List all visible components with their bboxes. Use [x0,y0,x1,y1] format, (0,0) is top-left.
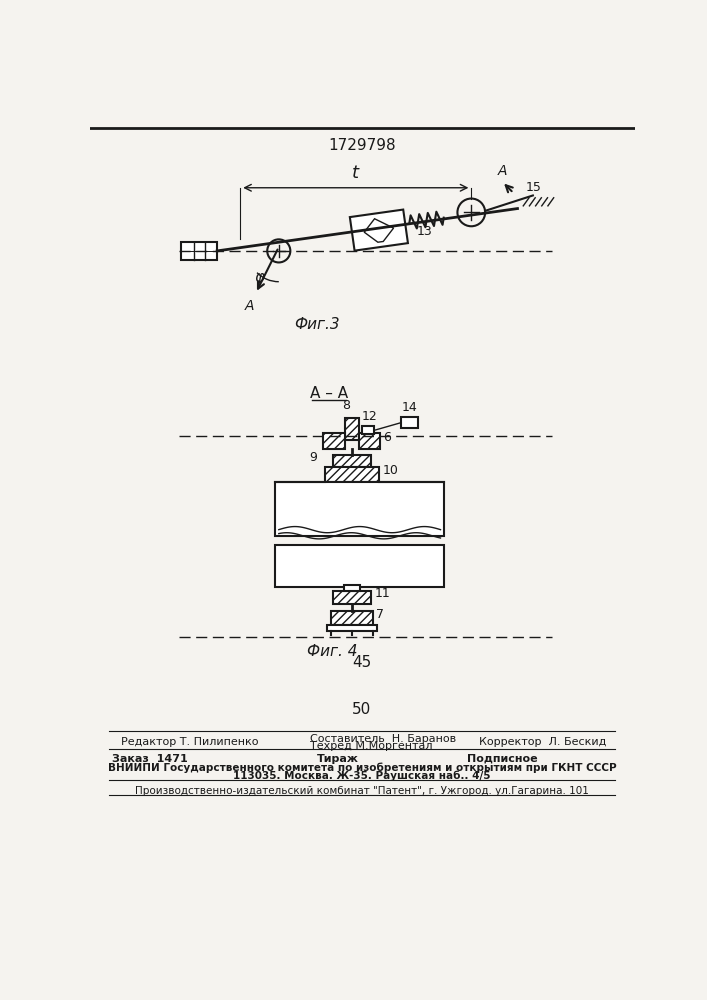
Bar [345,418,359,440]
Text: 9: 9 [310,451,317,464]
Bar [324,433,345,449]
Text: 12: 12 [362,410,378,423]
Text: 15: 15 [525,181,541,194]
Text: Составитель  Н. Баранов: Составитель Н. Баранов [310,734,456,744]
Text: 11: 11 [375,587,391,600]
Text: Фиг.3: Фиг.3 [295,317,340,332]
Text: Редактор Т. Пилипенко: Редактор Т. Пилипенко [121,737,259,747]
Text: 8: 8 [341,399,350,412]
Bar [331,611,373,625]
Text: А – А: А – А [310,386,348,401]
Bar [359,433,380,449]
Text: 6: 6 [383,431,392,444]
Bar [344,585,360,591]
Bar [325,466,379,482]
Bar [275,482,444,536]
Text: Фиг. 4: Фиг. 4 [308,644,358,659]
Text: 50: 50 [352,702,372,717]
Text: t: t [352,164,359,182]
Text: Производственно-издательский комбинат "Патент", г. Ужгород. ул.Гагарина. 101: Производственно-издательский комбинат "П… [135,786,589,796]
Text: Подписное: Подписное [467,754,538,764]
Text: 14: 14 [402,401,417,414]
Text: ВНИИПИ Государственного комитета по изобретениям и открытиям при ГКНТ СССР: ВНИИПИ Государственного комитета по изоб… [107,763,617,773]
Polygon shape [364,219,394,242]
Bar [327,625,377,631]
Bar [402,417,418,428]
Bar [362,426,374,434]
Text: 7: 7 [376,608,384,621]
Text: Заказ  1471: Заказ 1471 [112,754,187,764]
Bar [333,591,371,604]
Text: Тираж: Тираж [317,754,359,764]
Text: 13: 13 [417,225,433,238]
Text: 10: 10 [382,464,399,477]
Text: 45: 45 [352,655,372,670]
Text: Техред М.Моргентал: Техред М.Моргентал [310,741,432,751]
Bar [275,545,444,587]
Text: Корректор  Л. Бескид: Корректор Л. Бескид [479,737,607,747]
Text: φ: φ [255,270,264,285]
Polygon shape [350,210,408,251]
Bar [181,242,217,260]
Bar [333,455,371,466]
Text: A: A [498,164,508,178]
Text: 1729798: 1729798 [328,138,396,153]
Text: A: A [245,299,255,313]
Text: 113035. Москва. Ж-35. Раушская наб.. 4/5: 113035. Москва. Ж-35. Раушская наб.. 4/5 [233,771,491,781]
